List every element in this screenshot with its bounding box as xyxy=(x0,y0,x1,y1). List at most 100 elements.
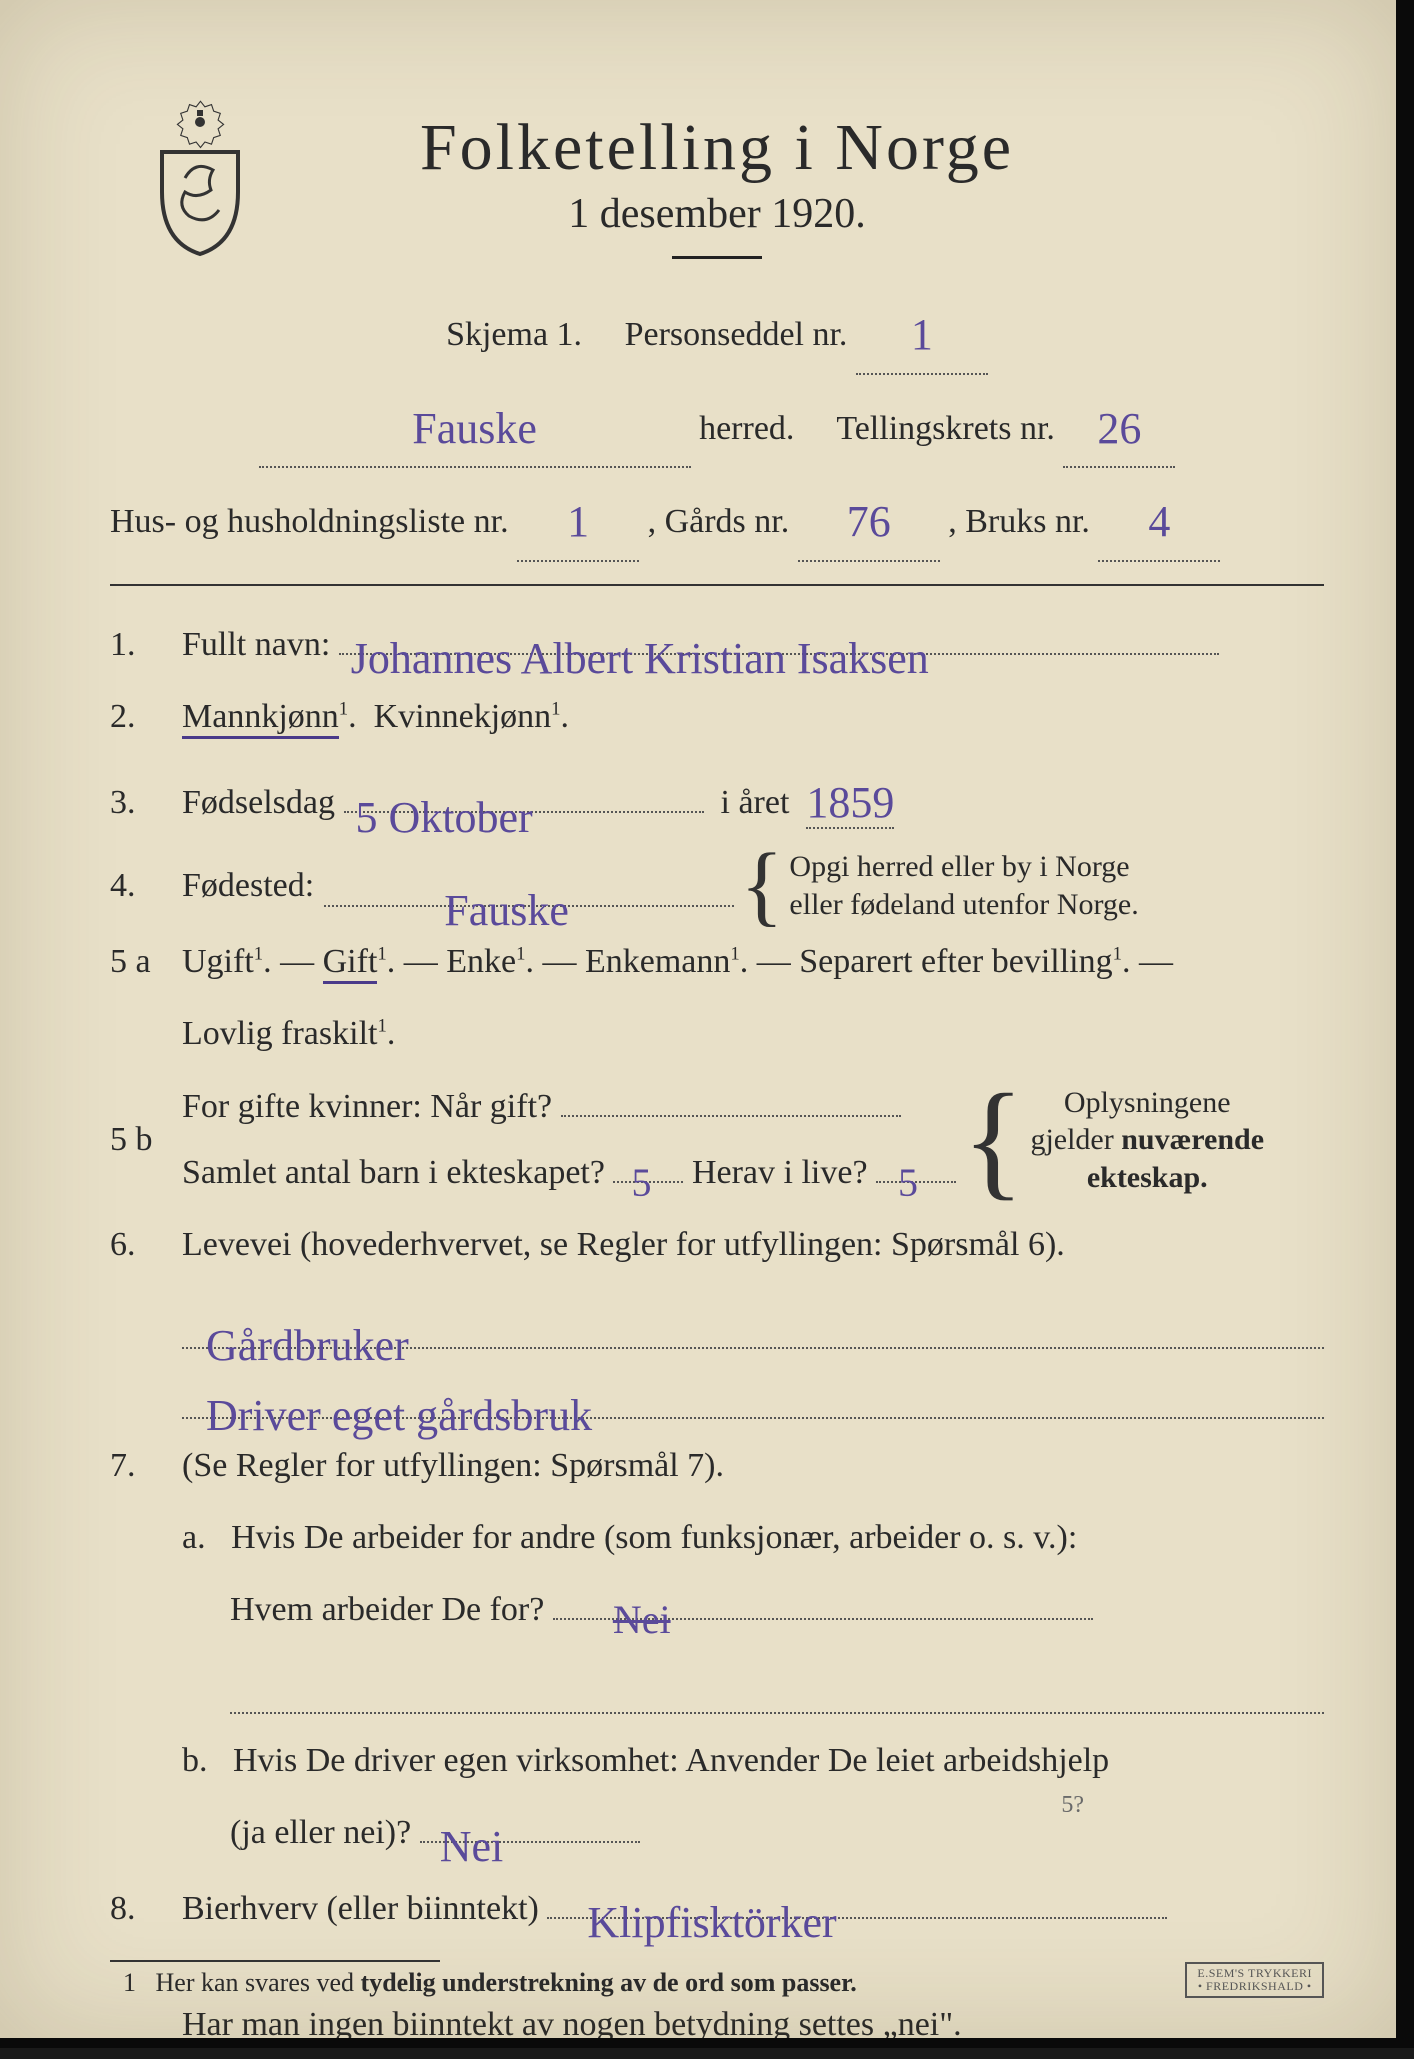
q5a-s2: 1 xyxy=(377,944,386,965)
q5a-lovlig: Lovlig fraskilt xyxy=(182,1015,377,1052)
footnote: 1 Her kan svares ved tydelig understrekn… xyxy=(110,1968,1324,1998)
q4-num: 4. xyxy=(110,853,182,919)
q7b-line2: (ja eller nei)? xyxy=(230,1814,411,1851)
q7a-field: Nei xyxy=(553,1577,1093,1620)
q8-value: Klipfisktörker xyxy=(587,1880,836,1923)
q7a-blank-line xyxy=(230,1664,1324,1714)
bruks-label: , Bruks nr. xyxy=(948,503,1090,540)
meta-row-herred: Fauske herred. Tellingskrets nr. 26 xyxy=(110,383,1324,469)
q2-mann-sup: 1 xyxy=(339,699,348,720)
q4-value: Fauske xyxy=(444,868,569,911)
title-block: Folketelling i Norge 1 desember 1920. xyxy=(110,110,1324,259)
q4-body: Fødested: Fauske { Opgi herred eller by … xyxy=(182,848,1324,923)
q1-label: Fullt navn: xyxy=(182,626,330,663)
q5b-label3: Herav i live? xyxy=(692,1154,868,1191)
herred-value: Fauske xyxy=(412,404,537,453)
q7b-annot: 5? xyxy=(1061,1782,1084,1829)
footnote-bold: tydelig understrekning av de ord som pas… xyxy=(361,1968,857,1997)
q3-body: Fødselsdag 5 Oktober i året 1859 xyxy=(182,756,1324,842)
q2-num: 2. xyxy=(110,684,182,750)
q5a-s4: 1 xyxy=(730,944,739,965)
tellingskrets-label: Tellingskrets nr. xyxy=(836,410,1055,447)
q6-line2: Driver eget gårdsbruk xyxy=(182,1369,1324,1419)
q5b-left: For gifte kvinner: Når gift? Samlet anta… xyxy=(182,1074,956,1207)
gards-value: 76 xyxy=(847,497,891,546)
q5b-note: Oplysningene gjelder nuværende ekteskap. xyxy=(1030,1084,1264,1197)
q7b-value: Nei xyxy=(440,1804,504,1847)
bruks-value: 4 xyxy=(1148,497,1170,546)
q6-label: Levevei (hovederhvervet, se Regler for u… xyxy=(182,1212,1324,1278)
q3-label: Fødselsdag xyxy=(182,784,335,821)
q8-label: Bierhverv (eller biinntekt) xyxy=(182,1890,539,1927)
q4-brace-icon: { xyxy=(740,854,783,917)
q6-row: 6. Levevei (hovederhvervet, se Regler fo… xyxy=(110,1212,1324,1278)
crest-svg xyxy=(140,100,260,260)
q5b-body: For gifte kvinner: Når gift? Samlet anta… xyxy=(182,1074,1324,1207)
q2-row: 2. Mannkjønn1. Kvinnekjønn1. xyxy=(110,684,1324,750)
q6-value2: Driver eget gårdsbruk xyxy=(206,1373,592,1421)
page-title: Folketelling i Norge xyxy=(110,110,1324,186)
footnote-num: 1 xyxy=(123,1968,136,1997)
q5a-gift: Gift xyxy=(323,943,378,984)
coat-of-arms-icon xyxy=(140,100,260,260)
q3-year-value: 1859 xyxy=(806,778,894,829)
q5a-d5: — xyxy=(1130,943,1173,980)
q5b-row: 5 b For gifte kvinner: Når gift? Samlet … xyxy=(110,1074,1324,1207)
q5a-d4: — xyxy=(748,943,799,980)
q8-num: 8. xyxy=(110,1876,182,1942)
q7a-line1: Hvis De arbeider for andre (som funksjon… xyxy=(231,1519,1077,1556)
q5b-note-l1: Oplysningene xyxy=(1064,1086,1231,1119)
footnote-pre: Her kan svares ved xyxy=(156,1968,361,1997)
q4-row: 4. Fødested: Fauske { Opgi herred eller … xyxy=(110,848,1324,923)
q5a-d2: — xyxy=(395,943,446,980)
footer-note: Har man ingen biinntekt av nogen betydni… xyxy=(182,1992,1324,2058)
q8-row: 8. Bierhverv (eller biinntekt) Klipfiskt… xyxy=(110,1876,1324,1942)
q5b-note-l3: ekteskap. xyxy=(1087,1161,1208,1194)
husliste-label: Hus- og husholdningsliste nr. xyxy=(110,503,509,540)
q5a-enke: Enke xyxy=(446,943,516,980)
q1-value: Johannes Albert Kristian Isaksen xyxy=(351,616,929,659)
q5a-row: 5 a Ugift1. — Gift1. — Enke1. — Enkemann… xyxy=(110,929,1324,995)
q5a-s5: 1 xyxy=(1113,944,1122,965)
q4-note-l2: eller fødeland utenfor Norge. xyxy=(789,888,1138,921)
q5a-enkemann: Enkemann xyxy=(585,943,730,980)
q4-field: Fauske xyxy=(324,864,734,907)
q1-field: Johannes Albert Kristian Isaksen xyxy=(339,612,1219,655)
q1-row: 1. Fullt navn: Johannes Albert Kristian … xyxy=(110,612,1324,678)
q7-num: 7. xyxy=(110,1433,182,1499)
q8-body: Bierhverv (eller biinntekt) Klipfisktörk… xyxy=(182,1876,1324,1942)
q5b-value3: 5 xyxy=(898,1144,918,1187)
q7a-label: a. xyxy=(182,1519,206,1556)
page-subtitle: 1 desember 1920. xyxy=(110,190,1324,238)
q5a-d3: — xyxy=(534,943,585,980)
q7b-field: Nei xyxy=(420,1800,640,1843)
footnote-rule xyxy=(110,1960,440,1962)
q7b: b. Hvis De driver egen virksomhet: Anven… xyxy=(182,1728,1324,1794)
printer-l2: • FREDRIKSHALD • xyxy=(1198,1979,1312,1993)
tellingskrets-field: 26 xyxy=(1063,383,1175,469)
meta-row-husliste: Hus- og husholdningsliste nr. 1 , Gårds … xyxy=(110,476,1324,562)
husliste-field: 1 xyxy=(517,476,639,562)
q2-body: Mannkjønn1. Kvinnekjønn1. xyxy=(182,684,1324,750)
herred-label: herred. xyxy=(699,410,794,447)
personseddel-label: Personseddel nr. xyxy=(625,316,848,353)
q5b-num: 5 b xyxy=(110,1107,182,1173)
q4-note-l1: Opgi herred eller by i Norge xyxy=(789,850,1129,883)
q5a-separert: Separert efter bevilling xyxy=(799,943,1112,980)
footer: 1 Her kan svares ved tydelig understrekn… xyxy=(110,1950,1324,1998)
personseddel-nr-field: 1 xyxy=(856,289,988,375)
bruks-field: 4 xyxy=(1098,476,1220,562)
q7b-line1: Hvis De driver egen virksomhet: Anvender… xyxy=(233,1742,1109,1779)
q7-row: 7. (Se Regler for utfyllingen: Spørsmål … xyxy=(110,1433,1324,1499)
q5a-d1: — xyxy=(272,943,323,980)
title-rule xyxy=(672,256,762,259)
herred-field: Fauske xyxy=(259,383,691,469)
skjema-label: Skjema 1. xyxy=(446,316,582,353)
q6-value1: Gårdbruker xyxy=(206,1303,409,1351)
husliste-value: 1 xyxy=(567,497,589,546)
tellingskrets-value: 26 xyxy=(1097,404,1141,453)
q8-field: Klipfisktörker xyxy=(547,1876,1167,1919)
personseddel-nr-value: 1 xyxy=(911,310,933,359)
gards-field: 76 xyxy=(798,476,940,562)
q5b-label1: For gifte kvinner: Når gift? xyxy=(182,1088,552,1125)
